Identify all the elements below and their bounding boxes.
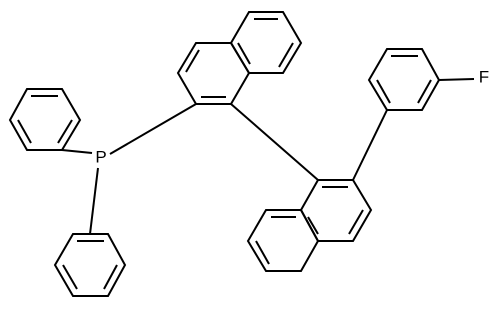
double-bond [103, 264, 118, 290]
bond [109, 103, 197, 155]
bond [230, 103, 319, 181]
atom-label: P [95, 147, 106, 166]
ring [229, 11, 303, 74]
ring [176, 42, 251, 105]
double-bond [185, 49, 200, 73]
ring [299, 179, 373, 242]
double-bond [348, 209, 364, 235]
double-bond [307, 216, 319, 235]
ring [53, 233, 127, 297]
atom-label: F [479, 67, 489, 86]
bond [438, 78, 475, 81]
double-bond [237, 42, 251, 65]
double-bond [57, 119, 73, 144]
double-bond [62, 264, 78, 290]
double-bond [17, 119, 32, 144]
bond [352, 109, 388, 181]
bond [89, 167, 99, 235]
double-bond [376, 79, 391, 104]
ring [246, 209, 320, 272]
bond [61, 149, 93, 154]
double-bond [255, 240, 270, 265]
double-bond [417, 79, 432, 104]
ring [367, 48, 441, 111]
double-bond [278, 42, 294, 68]
ring [8, 88, 82, 151]
